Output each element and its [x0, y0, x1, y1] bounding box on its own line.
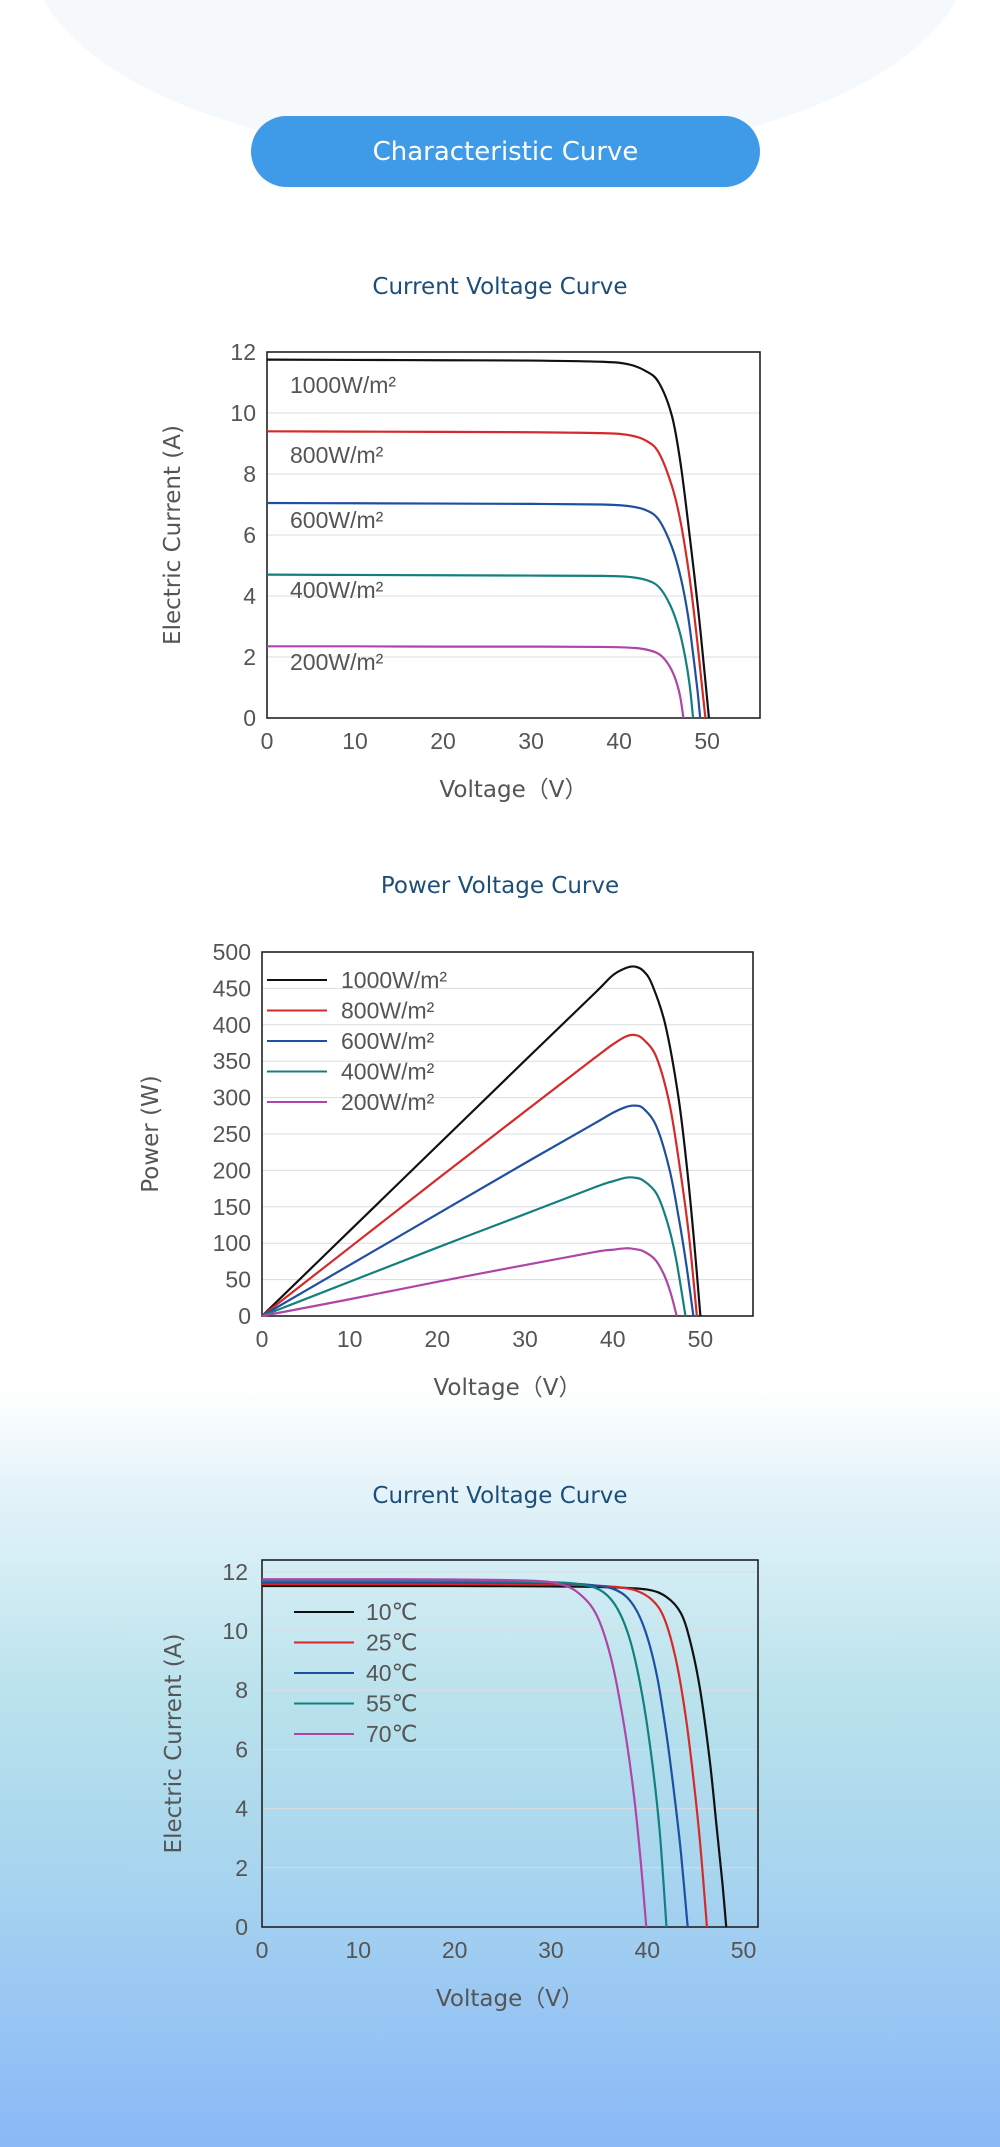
y-tick-label: 4: [243, 583, 256, 609]
x-tick-label: 0: [256, 1326, 269, 1352]
x-axis-label: Voltage（V）: [439, 777, 587, 803]
iv-temperature-chart: 0 10 20 30 40 50 0 2 4 6 8 10 12 Voltage（V） Electric C…: [161, 1559, 759, 2012]
legend-label: 600W/m²: [341, 1028, 435, 1054]
y-tick-label: 400: [213, 1012, 251, 1038]
x-tick-label: 10: [342, 728, 368, 754]
y-tick-label: 250: [213, 1121, 251, 1147]
x-tick-label: 30: [518, 728, 544, 754]
plot-frame: [266, 351, 761, 719]
x-tick-label: 20: [425, 1326, 451, 1352]
series-label: 200W/m²: [290, 649, 384, 675]
y-tick-label: 12: [230, 339, 256, 365]
x-tick-label: 10: [337, 1326, 363, 1352]
y-tick-label: 6: [243, 522, 256, 548]
y-tick-label: 350: [213, 1048, 251, 1074]
legend-label: 10℃: [366, 1599, 417, 1625]
series-label: 800W/m²: [290, 442, 384, 468]
y-axis-label: Electric Current (A): [160, 425, 186, 645]
y-tick-label: 12: [222, 1559, 248, 1585]
series-line: [261, 1176, 687, 1318]
y-tick-label: 100: [213, 1230, 251, 1256]
y-tick-label: 150: [213, 1194, 251, 1220]
series-label: 1000W/m²: [290, 372, 396, 398]
y-tick-label: 450: [213, 975, 251, 1001]
series-line: [261, 1579, 668, 1928]
section-header-pill: Characteristic Curve: [251, 116, 760, 187]
plot-frame: [261, 951, 754, 1317]
y-tick-label: 8: [243, 461, 256, 487]
series-line: [261, 1247, 678, 1318]
x-tick-label: 50: [731, 1937, 757, 1963]
series-label: 400W/m²: [290, 577, 384, 603]
x-tick-label: 40: [600, 1326, 626, 1352]
x-axis-label: Voltage（V）: [433, 1375, 581, 1401]
legend-label: 1000W/m²: [341, 967, 447, 993]
legend-label: 400W/m²: [341, 1059, 435, 1085]
x-tick-label: 10: [346, 1937, 372, 1963]
legend-label: 200W/m²: [341, 1089, 435, 1115]
x-tick-label: 20: [430, 728, 456, 754]
x-tick-label: 30: [512, 1326, 538, 1352]
legend-label: 25℃: [366, 1630, 417, 1656]
series-line: [261, 965, 702, 1317]
x-tick-label: 40: [634, 1937, 660, 1963]
y-axis-label: Electric Current (A): [161, 1634, 187, 1854]
section-header-title: Characteristic Curve: [372, 136, 639, 167]
series-line: [261, 1033, 698, 1317]
y-tick-label: 500: [213, 939, 251, 965]
series-line: [262, 1584, 728, 1928]
y-tick-label: 2: [243, 644, 256, 670]
y-tick-label: 10: [222, 1618, 248, 1644]
x-tick-label: 0: [256, 1937, 269, 1963]
series-line: [266, 573, 695, 719]
series-line: [266, 645, 685, 719]
legend-label: 70℃: [366, 1721, 417, 1747]
x-tick-label: 0: [261, 728, 274, 754]
x-tick-label: 40: [606, 728, 632, 754]
chart-1-title: Current Voltage Curve: [372, 274, 628, 300]
legend-label: 55℃: [366, 1691, 417, 1717]
series-line: [266, 430, 707, 719]
x-tick-label: 20: [442, 1937, 468, 1963]
x-axis-label: Voltage（V）: [436, 1986, 584, 2012]
y-tick-label: 0: [238, 1303, 251, 1329]
legend-label: 40℃: [366, 1660, 417, 1686]
y-tick-label: 6: [235, 1736, 248, 1762]
y-tick-label: 2: [235, 1855, 248, 1881]
y-tick-label: 10: [230, 400, 256, 426]
iv-irradiance-chart: 0 10 20 30 40 50 0 2 4 6 8 10 12 Voltage（V） Electric C…: [160, 339, 761, 803]
x-tick-label: 50: [688, 1326, 714, 1352]
series-line: [261, 1104, 695, 1317]
x-tick-label: 50: [694, 728, 720, 754]
series-line: [261, 1578, 648, 1928]
chart-3-title: Current Voltage Curve: [372, 1483, 628, 1509]
series-line: [266, 358, 711, 719]
y-tick-label: 200: [213, 1157, 251, 1183]
pv-irradiance-chart: 0 10 20 30 40 5005010015020025030035040045050…: [138, 939, 754, 1401]
y-tick-label: 4: [235, 1796, 248, 1822]
y-tick-label: 8: [235, 1677, 248, 1703]
plot-frame: [261, 1559, 759, 1928]
y-tick-label: 0: [235, 1914, 248, 1940]
y-axis-label: Power (W): [138, 1075, 164, 1193]
y-tick-label: 0: [243, 705, 256, 731]
series-label: 600W/m²: [290, 507, 384, 533]
series-line: [261, 1581, 689, 1928]
legend-label: 800W/m²: [341, 998, 435, 1024]
x-tick-label: 30: [538, 1937, 564, 1963]
y-tick-label: 50: [225, 1267, 251, 1293]
chart-2-title: Power Voltage Curve: [380, 873, 620, 899]
y-tick-label: 300: [213, 1085, 251, 1111]
series-line: [266, 501, 702, 719]
series-line: [261, 1583, 709, 1928]
